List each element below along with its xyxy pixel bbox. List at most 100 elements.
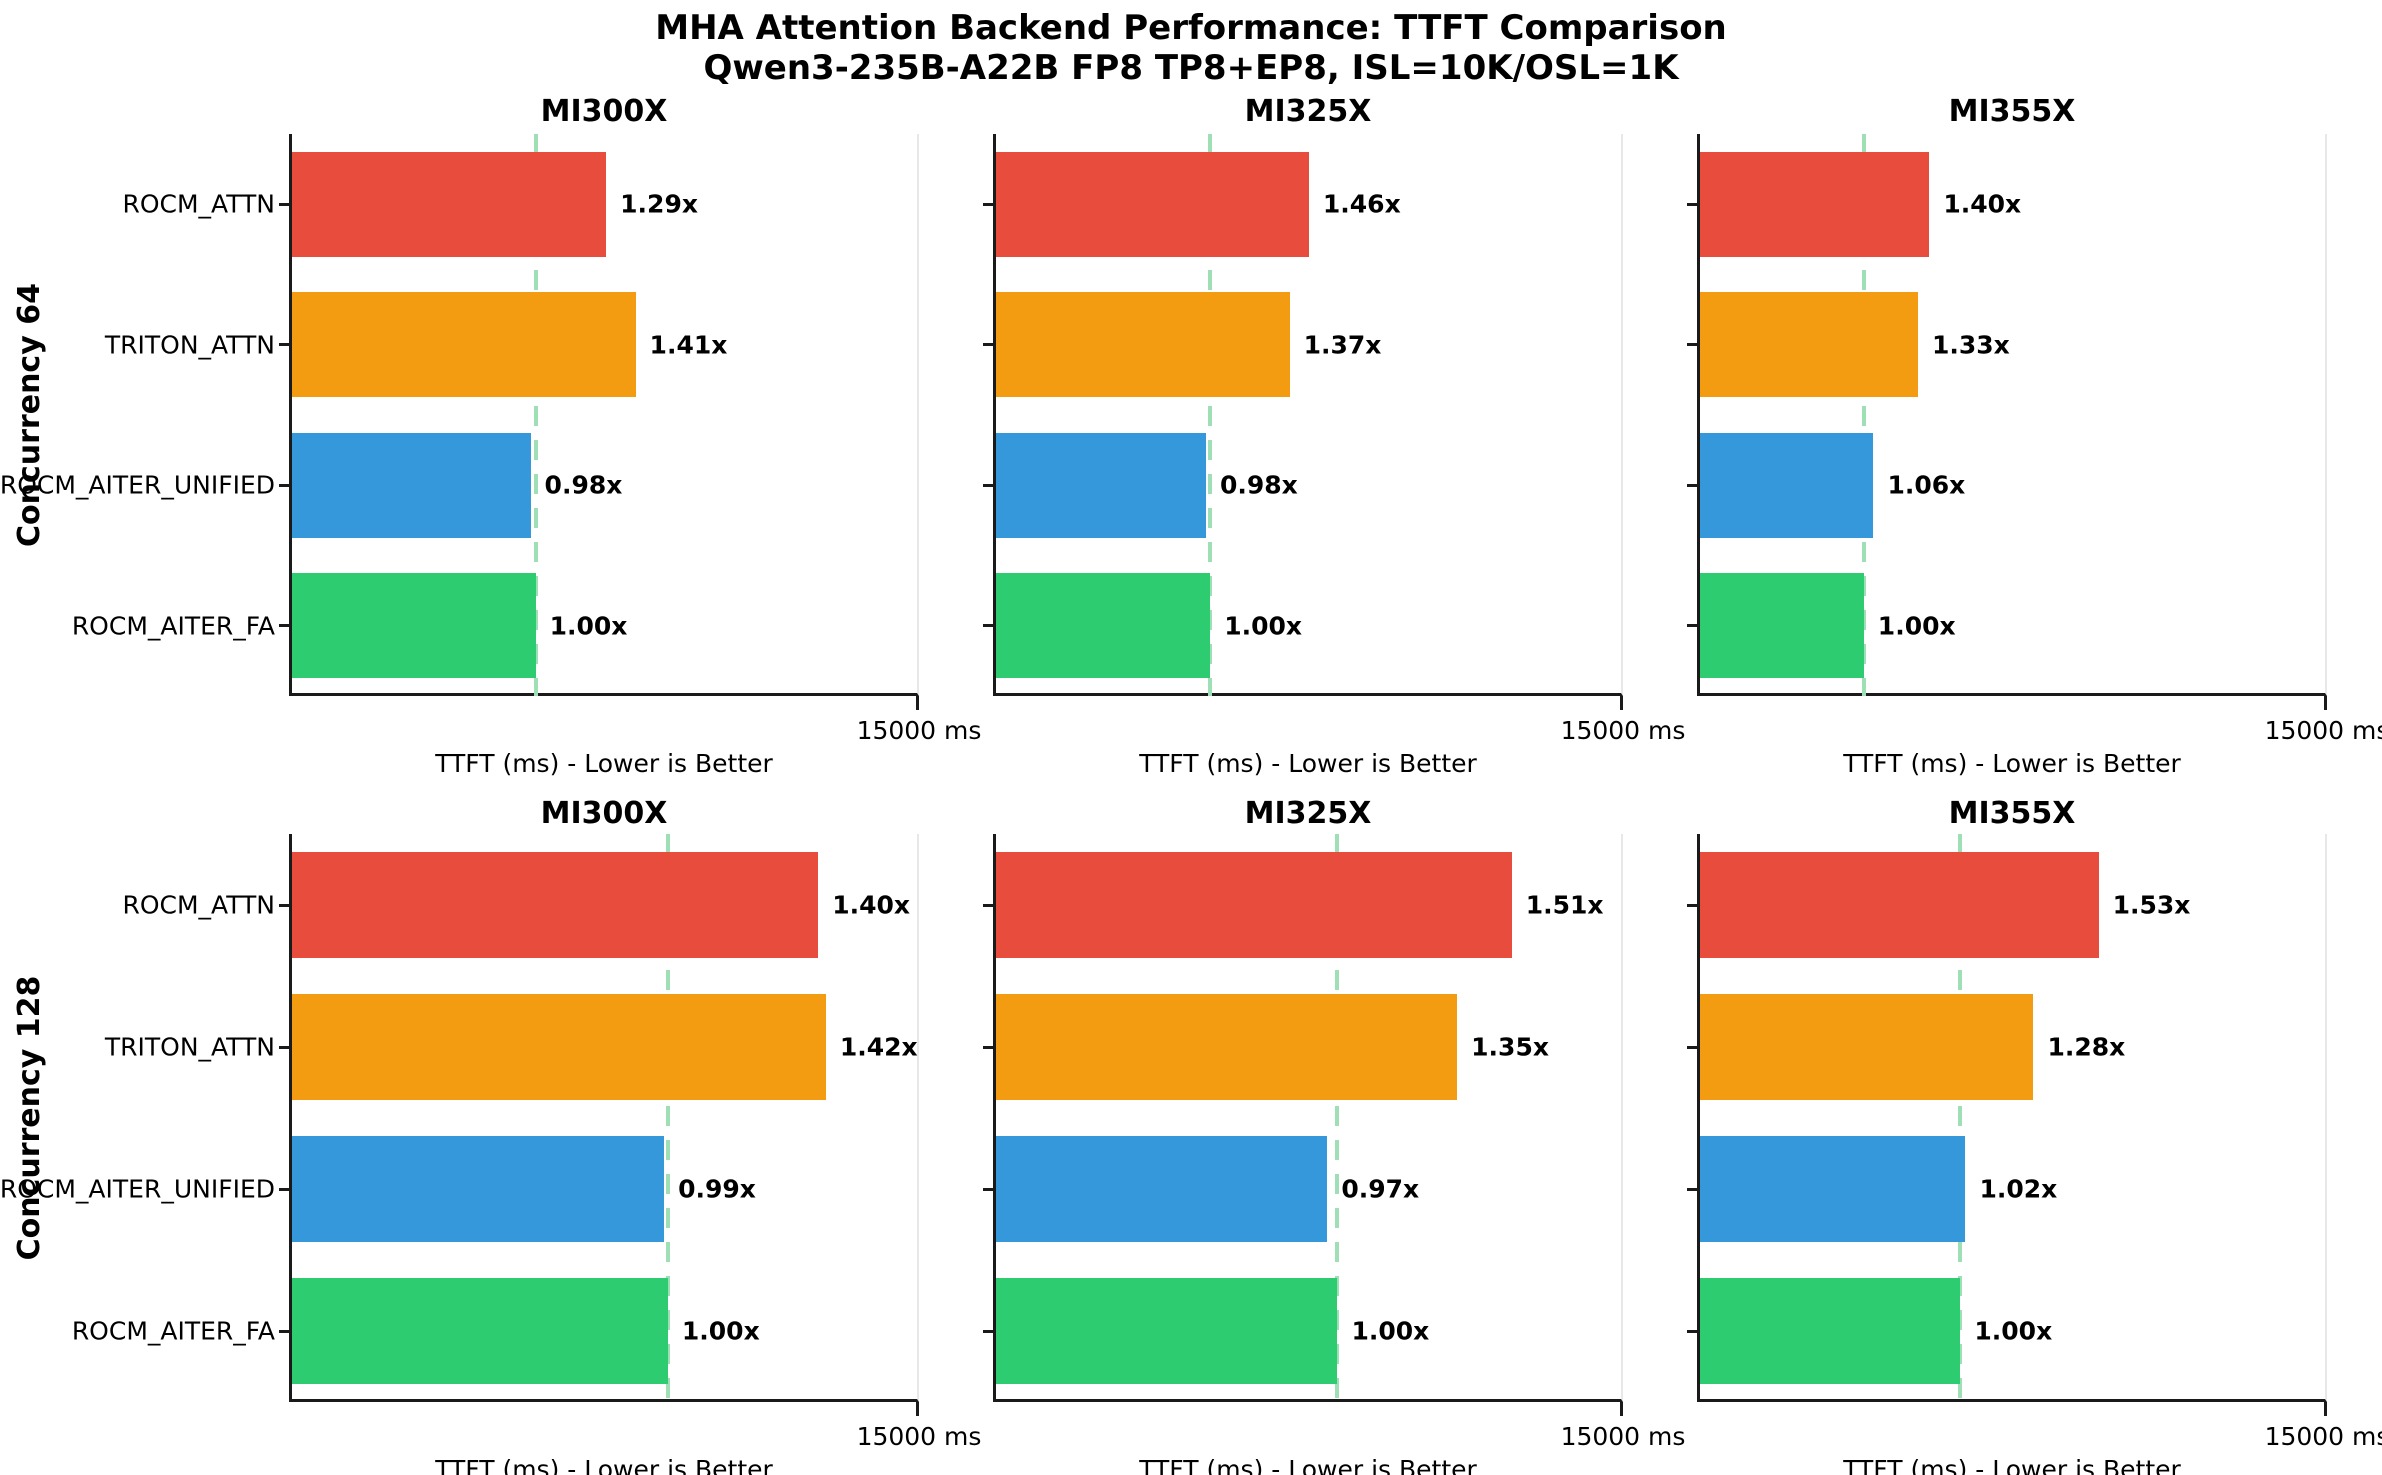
x-tick-15000 bbox=[916, 1402, 919, 1416]
subplot-mi300x-concurrency-64: 1.29x 1.41x 0.98x 1.00x bbox=[289, 134, 919, 696]
chart-subtitle: Qwen3-235B-A22B FP8 TP8+EP8, ISL=10K/OSL… bbox=[703, 48, 1679, 88]
bar-triton_attn-mi300x bbox=[292, 993, 826, 1101]
subplot-title-mi325x-concurrency-64: MI325X bbox=[1244, 94, 1372, 129]
subplot-mi300x-concurrency-128: 1.40x 1.42x 0.99x 1.00x bbox=[289, 834, 919, 1402]
speedup-label-rocm_aiter_fa-mi300x: 1.00x bbox=[681, 1316, 760, 1346]
row-label-concurrency-128: Concurrency 128 bbox=[12, 975, 47, 1261]
x-axis-label: TTFT (ms) - Lower is Better bbox=[435, 749, 773, 778]
x-max-tick-label: 15000 ms bbox=[2264, 1422, 2382, 1451]
subplot-mi355x-concurrency-128: 1.53x 1.28x 1.02x 1.00x bbox=[1697, 834, 2327, 1402]
y-tick bbox=[983, 1329, 993, 1333]
bar-rocm_aiter_fa-mi355x bbox=[1700, 573, 1864, 679]
y-tick bbox=[983, 483, 993, 487]
speedup-label-rocm_aiter_fa-mi355x: 1.00x bbox=[1974, 1316, 2053, 1346]
subplot-title-mi300x-concurrency-128: MI300X bbox=[540, 796, 668, 831]
bar-rocm_attn-mi355x bbox=[1700, 851, 2099, 959]
bar-triton_attn-mi355x bbox=[1700, 993, 2034, 1101]
speedup-label-rocm_aiter_fa-mi355x: 1.00x bbox=[1877, 611, 1956, 641]
bar-rocm_aiter_fa-mi325x bbox=[996, 1277, 1338, 1385]
bar-rocm_aiter_unified-mi355x bbox=[1700, 432, 1874, 538]
speedup-label-triton_attn-mi300x: 1.42x bbox=[839, 1032, 918, 1062]
speedup-label-triton_attn-mi355x: 1.33x bbox=[1931, 330, 2010, 360]
bar-rocm_aiter_fa-mi300x bbox=[292, 573, 536, 679]
x-axis-label: TTFT (ms) - Lower is Better bbox=[1843, 749, 2181, 778]
speedup-label-rocm_attn-mi355x: 1.53x bbox=[2112, 890, 2191, 920]
x-axis-label: TTFT (ms) - Lower is Better bbox=[1139, 1455, 1477, 1475]
category-label-rocm_attn: ROCM_ATTN bbox=[122, 890, 275, 920]
y-tick bbox=[279, 343, 289, 347]
speedup-label-rocm_aiter_fa-mi325x: 1.00x bbox=[1224, 611, 1302, 641]
speedup-label-rocm_attn-mi300x: 1.40x bbox=[832, 890, 911, 920]
x-tick-15000 bbox=[916, 696, 919, 710]
x-max-tick-label: 15000 ms bbox=[856, 1422, 982, 1451]
y-tick bbox=[983, 343, 993, 347]
speedup-label-rocm_aiter_unified-mi355x: 1.06x bbox=[1887, 470, 1966, 500]
x-max-tick-label: 15000 ms bbox=[1560, 716, 1686, 745]
y-tick bbox=[279, 202, 289, 206]
y-tick bbox=[1687, 624, 1697, 628]
bar-rocm_attn-mi325x bbox=[996, 151, 1309, 257]
y-tick bbox=[1687, 1045, 1697, 1049]
y-tick bbox=[279, 1329, 289, 1333]
bar-rocm_aiter_fa-mi300x bbox=[292, 1277, 668, 1385]
chart-title: MHA Attention Backend Performance: TTFT … bbox=[655, 8, 1727, 48]
subplot-title-mi300x-concurrency-64: MI300X bbox=[540, 94, 668, 129]
category-label-rocm_aiter_fa: ROCM_AITER_FA bbox=[71, 1316, 275, 1346]
speedup-label-triton_attn-mi325x: 1.35x bbox=[1471, 1032, 1549, 1062]
y-tick bbox=[1687, 903, 1697, 907]
y-tick bbox=[1687, 1329, 1697, 1333]
bar-rocm_aiter_unified-mi300x bbox=[292, 1135, 665, 1243]
subplot-mi325x-concurrency-64: 1.46x 1.37x 0.98x 1.00x bbox=[993, 134, 1623, 696]
row-label-concurrency-64: Concurrency 64 bbox=[12, 283, 47, 547]
y-tick bbox=[983, 1045, 993, 1049]
baseline-dashed-line bbox=[533, 134, 538, 696]
speedup-label-rocm_aiter_unified-mi355x: 1.02x bbox=[1979, 1174, 2058, 1204]
subplot-title-mi355x-concurrency-128: MI355X bbox=[1948, 796, 2076, 831]
speedup-label-triton_attn-mi355x: 1.28x bbox=[2047, 1032, 2126, 1062]
x-axis-label: TTFT (ms) - Lower is Better bbox=[435, 1455, 773, 1475]
y-tick bbox=[1687, 343, 1697, 347]
x-tick-15000 bbox=[2324, 696, 2327, 710]
y-tick bbox=[983, 202, 993, 206]
bar-rocm_attn-mi300x bbox=[292, 151, 607, 257]
bar-triton_attn-mi325x bbox=[996, 292, 1290, 398]
speedup-label-triton_attn-mi325x: 1.37x bbox=[1303, 330, 1382, 360]
bar-triton_attn-mi355x bbox=[1700, 292, 1918, 398]
x-axis-label: TTFT (ms) - Lower is Better bbox=[1843, 1455, 2181, 1475]
category-label-rocm_aiter_unified: ROCM_AITER_UNIFIED bbox=[0, 470, 275, 500]
baseline-dashed-line bbox=[665, 834, 670, 1402]
y-tick bbox=[983, 903, 993, 907]
category-label-triton_attn: TRITON_ATTN bbox=[104, 1032, 275, 1062]
y-tick bbox=[983, 1187, 993, 1191]
x-tick-15000 bbox=[2324, 1402, 2327, 1416]
category-label-rocm_aiter_fa: ROCM_AITER_FA bbox=[71, 611, 275, 641]
speedup-label-rocm_attn-mi325x: 1.51x bbox=[1525, 890, 1604, 920]
speedup-label-rocm_aiter_unified-mi300x: 0.98x bbox=[544, 470, 623, 500]
bar-rocm_aiter_fa-mi355x bbox=[1700, 1277, 1961, 1385]
x-max-tick-label: 15000 ms bbox=[856, 716, 982, 745]
baseline-dashed-line bbox=[1861, 134, 1866, 696]
baseline-dashed-line bbox=[1958, 834, 1963, 1402]
category-label-triton_attn: TRITON_ATTN bbox=[104, 330, 275, 360]
y-tick bbox=[983, 624, 993, 628]
speedup-label-rocm_attn-mi300x: 1.29x bbox=[620, 189, 698, 219]
bar-rocm_attn-mi325x bbox=[996, 851, 1512, 959]
speedup-label-rocm_aiter_unified-mi325x: 0.97x bbox=[1341, 1174, 1420, 1204]
bar-rocm_aiter_fa-mi325x bbox=[996, 573, 1211, 679]
bar-rocm_attn-mi300x bbox=[292, 851, 819, 959]
y-tick bbox=[279, 903, 289, 907]
speedup-label-triton_attn-mi300x: 1.41x bbox=[649, 330, 728, 360]
y-tick bbox=[279, 1187, 289, 1191]
x-max-tick-label: 15000 ms bbox=[1560, 1422, 1686, 1451]
category-label-rocm_attn: ROCM_ATTN bbox=[122, 189, 275, 219]
y-tick bbox=[279, 483, 289, 487]
bar-triton_attn-mi300x bbox=[292, 292, 636, 398]
x-axis-label: TTFT (ms) - Lower is Better bbox=[1139, 749, 1477, 778]
x-max-tick-label: 15000 ms bbox=[2264, 716, 2382, 745]
subplot-mi355x-concurrency-64: 1.40x 1.33x 1.06x 1.00x bbox=[1697, 134, 2327, 696]
subplot-title-mi325x-concurrency-128: MI325X bbox=[1244, 796, 1372, 831]
y-tick bbox=[1687, 483, 1697, 487]
speedup-label-rocm_aiter_unified-mi325x: 0.98x bbox=[1220, 470, 1298, 500]
category-label-rocm_aiter_unified: ROCM_AITER_UNIFIED bbox=[0, 1174, 275, 1204]
bar-rocm_aiter_unified-mi325x bbox=[996, 432, 1206, 538]
